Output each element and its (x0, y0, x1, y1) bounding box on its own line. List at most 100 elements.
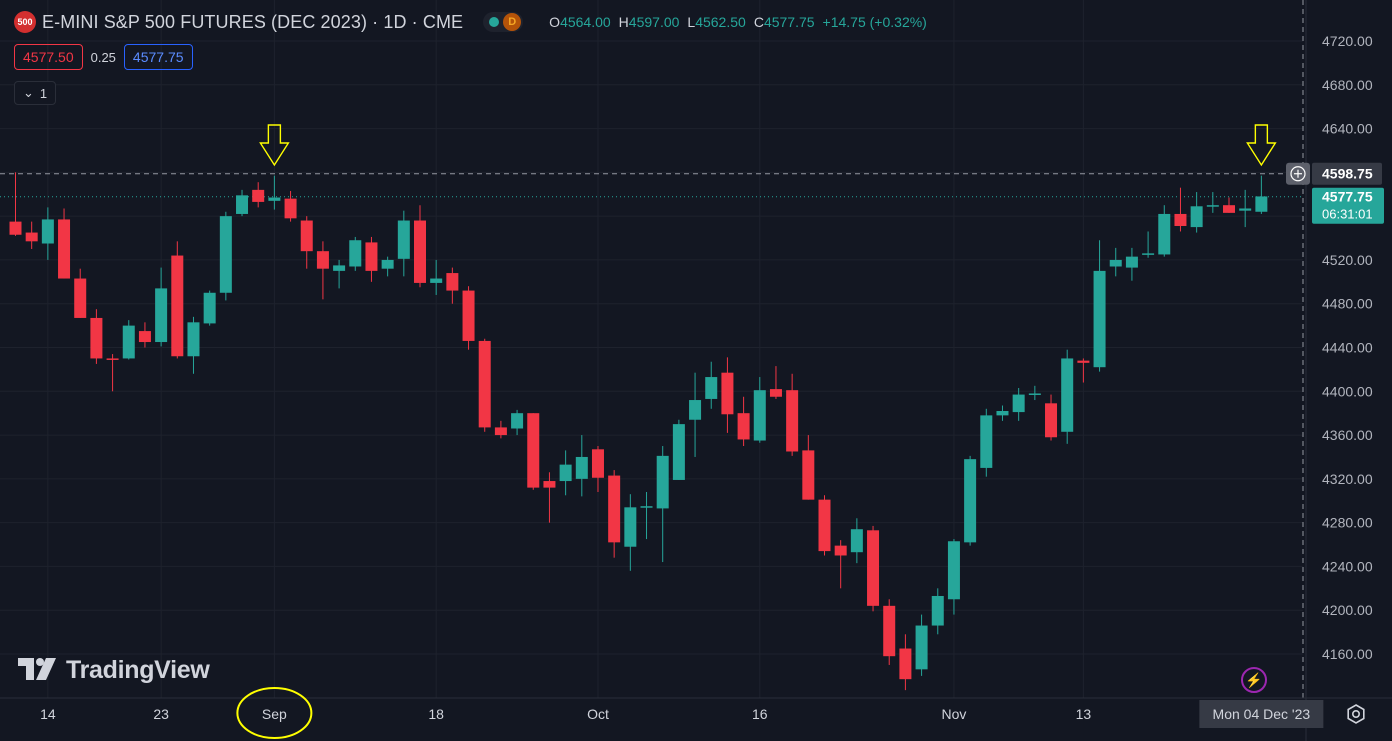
candle (931, 588, 944, 635)
candle (25, 221, 38, 249)
candle (721, 357, 734, 433)
low-label: L (687, 14, 696, 30)
candle (74, 268, 87, 318)
candle-body (802, 450, 815, 500)
candle (446, 267, 459, 304)
candle-body (1142, 253, 1155, 255)
candle (430, 259, 443, 295)
candle-body (575, 456, 588, 479)
down-arrow-icon (259, 124, 290, 167)
candle-body (381, 259, 394, 269)
time-axis[interactable]: 14 23 Sep 18 Oct 16 Nov 13 Mon 04 Dec '23 (40, 700, 1324, 728)
candle (1223, 197, 1235, 213)
candle (1255, 175, 1268, 214)
candle-body (9, 221, 22, 235)
candle (689, 372, 702, 457)
spread-value: 0.25 (90, 49, 116, 65)
gear-icon[interactable] (1345, 703, 1367, 725)
candle-body (268, 197, 281, 201)
candle (915, 614, 928, 676)
candle (964, 455, 977, 546)
symbol-icon[interactable]: 500 (14, 11, 36, 33)
candle-body (672, 424, 685, 480)
buy-button[interactable]: 4577.75 (123, 44, 193, 70)
candle-body (349, 240, 362, 267)
candle (462, 286, 475, 350)
lightning-icon[interactable]: ⚡ (1241, 667, 1267, 693)
candle (1190, 192, 1203, 233)
candle (58, 208, 71, 279)
candle (818, 495, 831, 556)
time-tick-label: Oct (587, 706, 609, 722)
candle-body (138, 331, 151, 343)
candle (41, 207, 54, 260)
candle (122, 320, 135, 360)
time-tick-label: 23 (153, 706, 169, 722)
candle-body (527, 413, 540, 488)
candle-body (818, 499, 831, 552)
price-tick-label: 4680.00 (1322, 77, 1373, 93)
candle-body (511, 413, 524, 429)
candle (397, 210, 410, 277)
price-tick-label: 4200.00 (1322, 602, 1373, 618)
candle-body (1109, 259, 1122, 267)
candle-body (591, 449, 604, 478)
market-status[interactable]: D (483, 12, 524, 32)
indicators-collapse-button[interactable]: ⌄ 1 (14, 81, 57, 105)
candle-body (883, 605, 896, 657)
candle (656, 446, 669, 563)
candle (316, 241, 329, 300)
highlight-circle (236, 687, 313, 739)
candle (899, 634, 912, 691)
candle (494, 420, 507, 439)
candle-body (1093, 270, 1106, 368)
price-tick-label: 4720.00 (1322, 33, 1373, 49)
candle-body (608, 475, 621, 543)
price-tick-label: 4240.00 (1322, 558, 1373, 574)
candle-body (414, 220, 426, 283)
candle-body (316, 251, 329, 269)
candle-body (915, 625, 928, 670)
price-tick-label: 4440.00 (1322, 340, 1373, 356)
candle-body (1028, 393, 1041, 395)
price-tick-label: 4520.00 (1322, 252, 1373, 268)
candle (1125, 247, 1138, 281)
candle-body (850, 529, 863, 553)
candle-body (834, 545, 847, 556)
candle-body (58, 219, 71, 279)
candle-body (284, 198, 297, 219)
last-price-label: 4577.75 (1322, 189, 1373, 205)
candle-body (122, 325, 135, 359)
symbol-title[interactable]: E-MINI S&P 500 FUTURES (DEC 2023) · 1D ·… (42, 11, 464, 32)
crosshair-price-label-bg (1312, 162, 1382, 185)
candle (187, 316, 200, 374)
candle (333, 259, 346, 289)
candle-body (721, 372, 734, 415)
candle (769, 366, 782, 399)
price-tick-label: 4280.00 (1322, 515, 1373, 531)
candle (543, 472, 556, 523)
last-price-label-bg (1312, 187, 1384, 224)
candle-body (947, 541, 960, 600)
candle-body (333, 265, 346, 271)
delayed-badge[interactable]: D (503, 13, 522, 31)
tradingview-logo[interactable]: TradingView (18, 656, 210, 685)
candle (511, 409, 524, 436)
candle (980, 408, 993, 477)
high-value: 4597.00 (628, 14, 680, 30)
indicator-count: 1 (39, 85, 48, 101)
candle (138, 322, 151, 348)
candle-body (931, 595, 944, 626)
candle (1028, 385, 1041, 401)
ohlc-values: O4564.00 H4597.00 L4562.50 C4577.75 +14.… (549, 14, 927, 30)
candle-body (219, 216, 232, 293)
candle (90, 309, 103, 364)
candle-body (1125, 256, 1138, 268)
tradingview-logo-text: TradingView (66, 656, 210, 684)
candle (1109, 247, 1122, 277)
sell-button[interactable]: 4577.50 (14, 44, 83, 70)
time-tick-label: 13 (1076, 706, 1092, 722)
candle-body (867, 530, 880, 606)
